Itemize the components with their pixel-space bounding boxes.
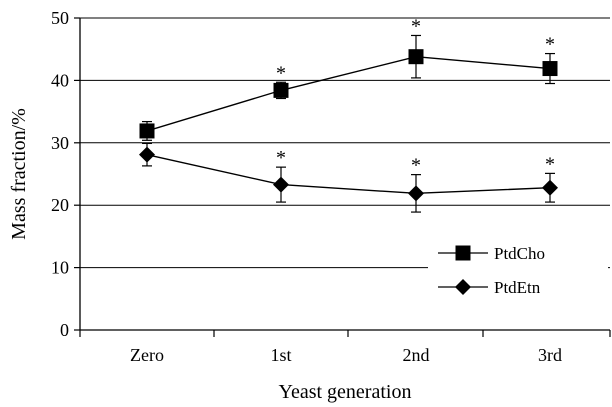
y-tick-label-10: 10 (51, 258, 69, 278)
x-tick-label-2nd: 2nd (403, 345, 430, 365)
series-line-PtdEtn (146, 153, 551, 195)
significance-PtdEtn-2: * (411, 155, 421, 177)
legend-marker-ptdcho (455, 245, 471, 261)
significance-PtdCho-1: * (276, 62, 286, 84)
point-PtdEtn-1 (273, 176, 289, 193)
legend-box (428, 228, 608, 304)
point-PtdCho-1 (273, 82, 289, 98)
x-axis-label: Yeast generation (279, 381, 412, 403)
y-tick-label-30: 30 (51, 133, 69, 153)
series-PtdEtn: * * * (139, 142, 558, 213)
legend: PtdCho PtdEtn (428, 228, 608, 304)
x-tick-label-Zero: Zero (130, 345, 164, 365)
x-tick-label-1st: 1st (270, 345, 291, 365)
series-line-PtdCho (146, 55, 551, 132)
y-axis-label: Mass fraction/% (8, 108, 30, 240)
significance-PtdCho-3: * (545, 34, 555, 56)
y-tick-labels: 0 10 20 30 40 50 (51, 8, 69, 340)
point-PtdEtn-2 (408, 185, 424, 202)
y-tick-label-40: 40 (51, 70, 69, 90)
point-PtdCho-3 (542, 61, 558, 77)
series-layer: * * * * * * (139, 15, 558, 213)
point-PtdEtn-3 (542, 179, 558, 196)
point-PtdCho-0 (139, 123, 155, 139)
point-PtdCho-2 (408, 49, 424, 65)
y-tick-label-50: 50 (51, 8, 69, 28)
y-tick-label-20: 20 (51, 195, 69, 215)
significance-PtdCho-2: * (411, 15, 421, 37)
x-tick-label-3rd: 3rd (538, 345, 562, 365)
legend-label-ptdetn: PtdEtn (494, 278, 541, 297)
legend-label-ptdcho: PtdCho (494, 244, 545, 263)
series-PtdCho: * * * (139, 15, 558, 141)
y-tick-label-0: 0 (60, 320, 69, 340)
x-tick-labels: Zero 1st 2nd 3rd (79, 330, 611, 365)
legend-marker-ptdetn (455, 279, 471, 295)
significance-PtdEtn-1: * (276, 147, 286, 169)
axes (79, 18, 610, 331)
point-PtdEtn-0 (139, 146, 155, 163)
significance-PtdEtn-3: * (545, 153, 555, 175)
